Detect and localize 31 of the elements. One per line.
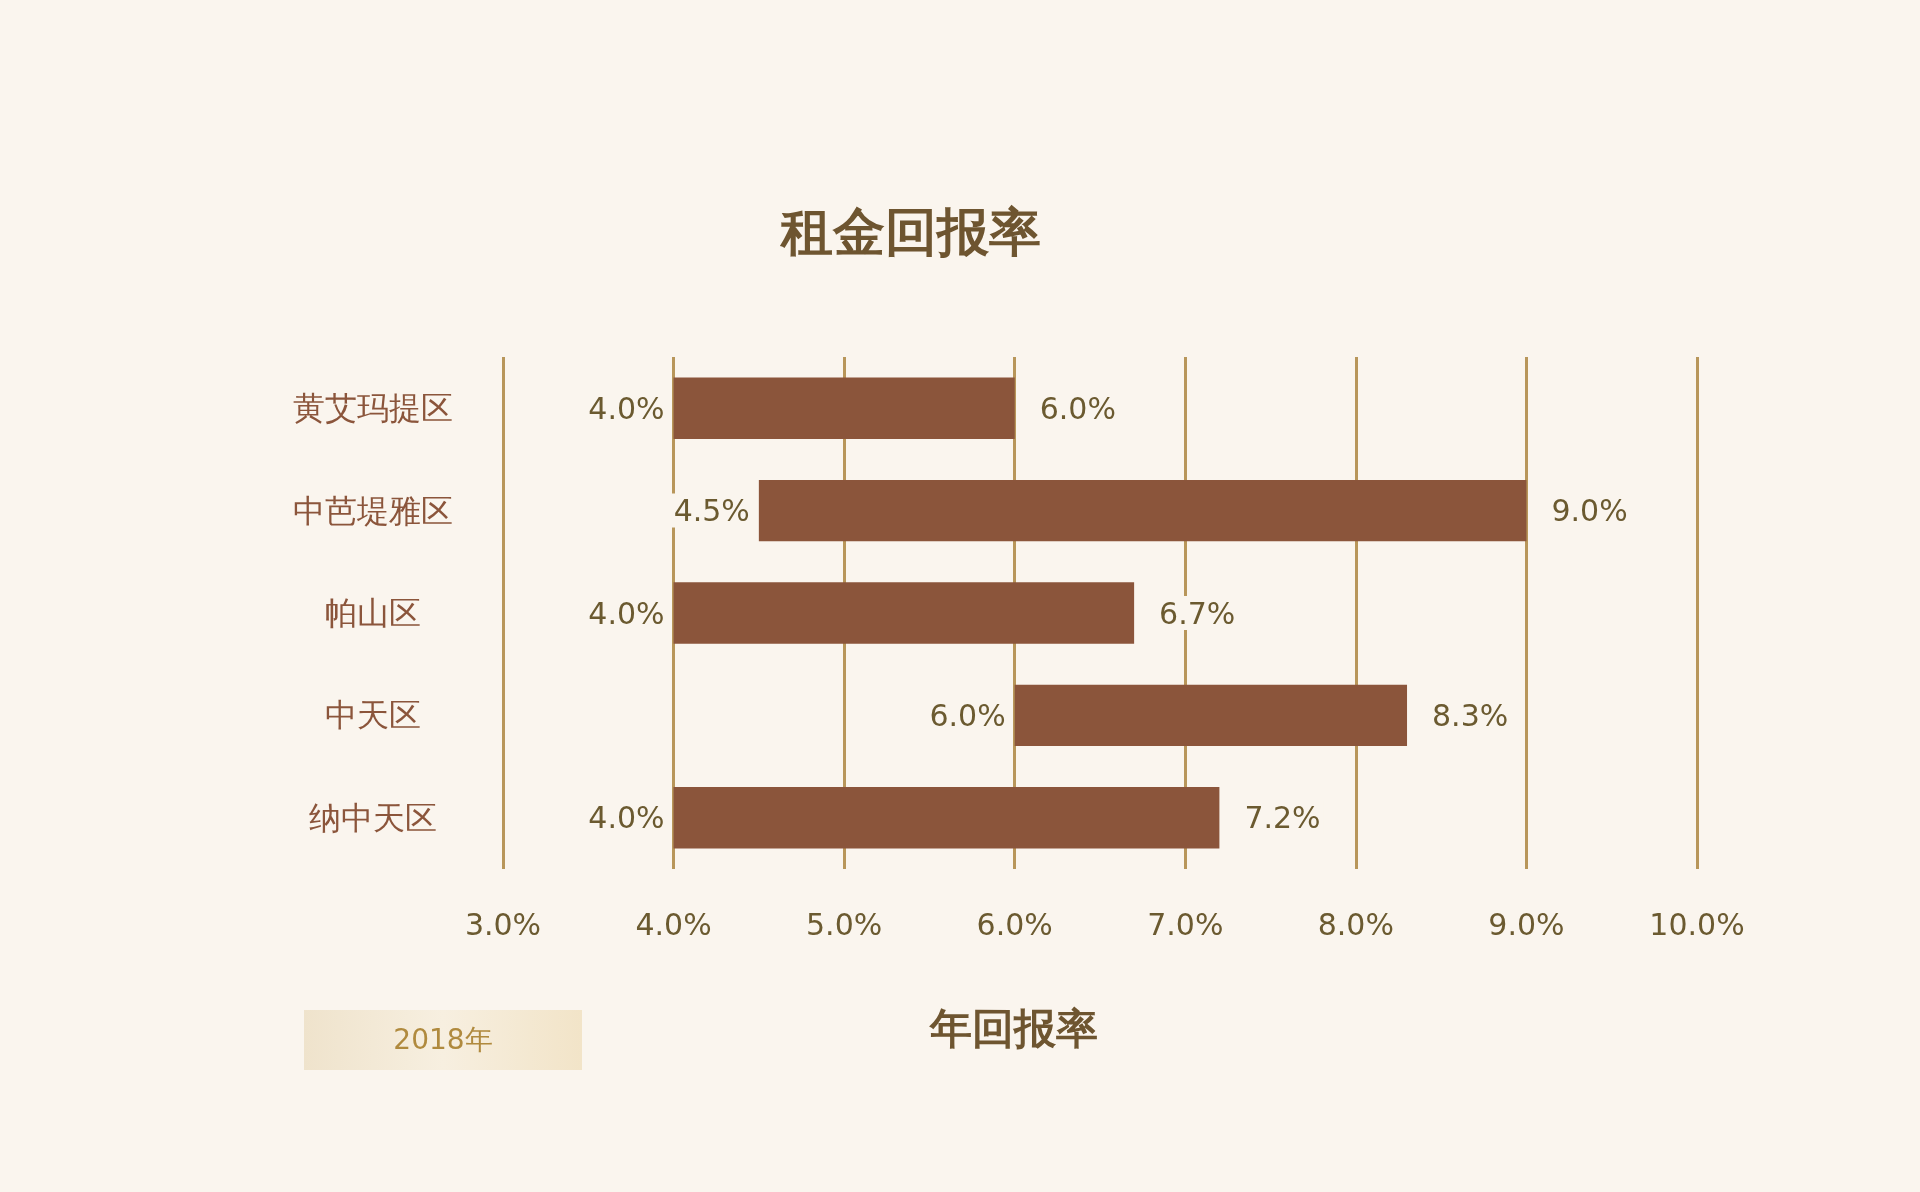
annotation: 4.5% — [673, 493, 750, 529]
x-tick-label: 7.0% — [1147, 906, 1224, 942]
bar — [1014, 684, 1408, 747]
annotation: 4.0% — [588, 595, 665, 631]
data-label: 6.7% — [1159, 595, 1236, 631]
x-tick-label: 8.0% — [1317, 906, 1394, 942]
chart-title: 租金回报率 — [779, 200, 1041, 262]
bar — [758, 479, 1527, 542]
bar — [673, 377, 1015, 439]
y-tick-label: 纳中天区 — [309, 798, 437, 837]
annotation: 4.0% — [588, 800, 665, 836]
x-axis-title: 年回报率 — [929, 1003, 1098, 1053]
x-tick-label: 10.0% — [1649, 906, 1745, 942]
year-tab: 2018年 — [304, 1010, 582, 1070]
x-tick-label: 6.0% — [976, 906, 1053, 942]
bar — [673, 582, 1135, 644]
x-tick-label: 3.0% — [464, 906, 542, 942]
y-tick-label: 黄艾玛提区 — [293, 389, 453, 428]
data-label: 9.0% — [1551, 493, 1628, 529]
y-tick-label: 帕山区 — [325, 594, 421, 632]
y-tick-label: 中天区 — [325, 696, 421, 735]
annotation: 4.0% — [588, 390, 665, 426]
annotation: 6.0% — [929, 697, 1006, 733]
x-tick-label: 4.0% — [635, 906, 712, 942]
x-tick-label: 9.0% — [1488, 906, 1565, 942]
bar — [673, 787, 1220, 849]
data-label: 8.3% — [1432, 697, 1509, 733]
data-label: 6.0% — [1039, 390, 1116, 426]
y-tick-label: 中芭堤雅区 — [293, 491, 453, 530]
x-tick-label: 5.0% — [806, 906, 883, 942]
data-label: 7.2% — [1244, 800, 1321, 836]
